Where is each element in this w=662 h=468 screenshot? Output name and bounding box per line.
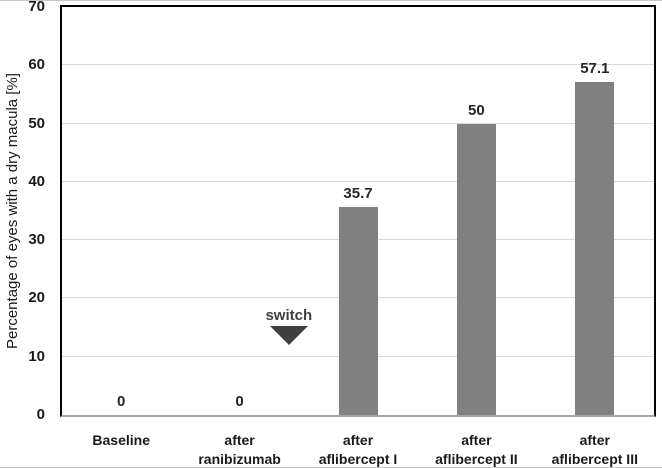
- down-triangle-icon: [269, 326, 308, 345]
- category-label-line: after: [224, 432, 255, 448]
- category-label: after aflibercept III: [536, 431, 654, 467]
- y-tick-label: 0: [36, 406, 45, 423]
- plot-area: 0 0 35.7 50 57.1 switch: [60, 5, 656, 417]
- bar: [456, 123, 496, 415]
- y-tick-label: 50: [28, 115, 45, 132]
- gridline: [62, 122, 654, 124]
- category-label-line: aflibercept I: [318, 451, 398, 467]
- category-label-line: aflibercept III: [551, 451, 638, 467]
- category-label: Baseline: [62, 431, 180, 450]
- bar-value-label: 0: [235, 393, 244, 410]
- y-tick-label: 20: [28, 289, 45, 306]
- y-tick-label: 30: [28, 231, 45, 248]
- category-label-line: after: [342, 432, 374, 448]
- category-label: after aflibercept II: [417, 431, 535, 467]
- category-label-line: ranibizumab: [198, 451, 281, 467]
- category-label-line: after: [579, 432, 610, 448]
- y-tick-label: 70: [28, 0, 45, 15]
- bar: [575, 82, 615, 415]
- switch-annotation-label: switch: [265, 307, 313, 324]
- gridline: [62, 180, 654, 182]
- bar-value-label: 50: [468, 101, 485, 119]
- category-label-line: Baseline: [92, 432, 150, 448]
- category-label-line: aflibercept II: [435, 451, 518, 467]
- y-tick-label: 40: [28, 173, 45, 190]
- category-label: after ranibizumab: [180, 431, 298, 467]
- bar: [338, 206, 378, 415]
- category-label-line: after: [461, 432, 492, 448]
- y-tick-label: 60: [28, 56, 45, 73]
- bar-value-label: 57.1: [580, 60, 610, 78]
- bar-value-label: 35.7: [343, 184, 373, 202]
- category-label: after aflibercept I: [299, 431, 417, 467]
- switch-annotation: switch: [229, 307, 349, 345]
- gridline: [62, 64, 654, 66]
- y-tick-label: 10: [28, 348, 45, 365]
- bar-value-label: 0: [117, 393, 126, 410]
